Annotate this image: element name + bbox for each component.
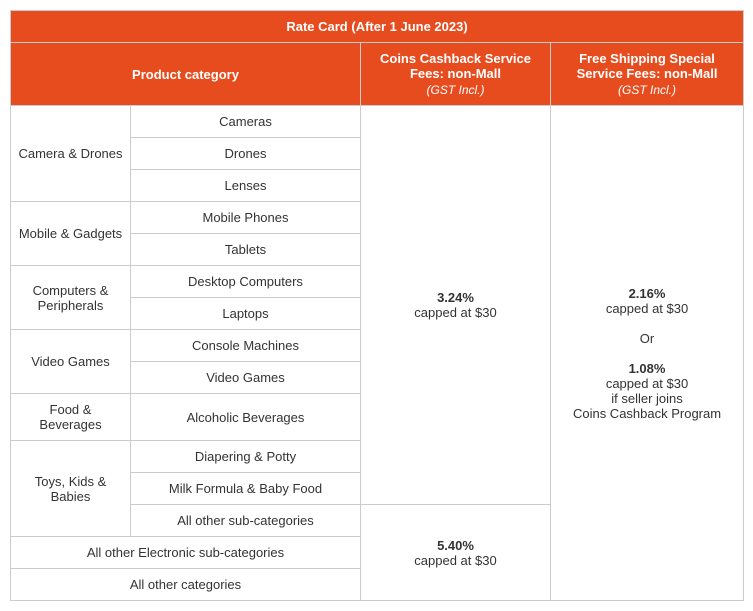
sub-diapering: Diapering & Potty bbox=[131, 441, 361, 473]
sub-drones: Drones bbox=[131, 138, 361, 170]
sub-alcohol: Alcoholic Beverages bbox=[131, 394, 361, 441]
sub-allothersub: All other sub-categories bbox=[131, 505, 361, 537]
sub-laptops: Laptops bbox=[131, 298, 361, 330]
table-title: Rate Card (After 1 June 2023) bbox=[11, 11, 744, 43]
ship-or: Or bbox=[640, 331, 654, 346]
sub-milk: Milk Formula & Baby Food bbox=[131, 473, 361, 505]
rate-1-cap: capped at $30 bbox=[414, 305, 496, 320]
ship-cond1: if seller joins bbox=[611, 391, 683, 406]
ship-pct2: 1.08% bbox=[629, 361, 666, 376]
ship-cond2: Coins Cashback Program bbox=[573, 406, 721, 421]
group-food: Food & Beverages bbox=[11, 394, 131, 441]
group-mobile: Mobile & Gadgets bbox=[11, 202, 131, 266]
rate-shipping: 2.16% capped at $30 Or 1.08% capped at $… bbox=[551, 106, 744, 601]
rate-cashback-2: 5.40% capped at $30 bbox=[361, 505, 551, 601]
group-toys: Toys, Kids & Babies bbox=[11, 441, 131, 537]
header-cashback: Coins Cashback Service Fees: non-Mall (G… bbox=[361, 43, 551, 106]
sub-tablets: Tablets bbox=[131, 234, 361, 266]
rate-2-pct: 5.40% bbox=[437, 538, 474, 553]
sub-allelec: All other Electronic sub-categories bbox=[11, 537, 361, 569]
rate-1-pct: 3.24% bbox=[437, 290, 474, 305]
header-shipping: Free Shipping Special Service Fees: non-… bbox=[551, 43, 744, 106]
ship-cap1: capped at $30 bbox=[606, 301, 688, 316]
header-cashback-label: Coins Cashback Service Fees: non-Mall bbox=[380, 51, 531, 81]
group-camera: Camera & Drones bbox=[11, 106, 131, 202]
sub-console: Console Machines bbox=[131, 330, 361, 362]
header-cashback-gst: (GST Incl.) bbox=[367, 83, 544, 97]
sub-desktop: Desktop Computers bbox=[131, 266, 361, 298]
header-shipping-label: Free Shipping Special Service Fees: non-… bbox=[577, 51, 718, 81]
header-category: Product category bbox=[11, 43, 361, 106]
sub-mobilephones: Mobile Phones bbox=[131, 202, 361, 234]
ship-pct1: 2.16% bbox=[629, 286, 666, 301]
rate-cashback-1: 3.24% capped at $30 bbox=[361, 106, 551, 505]
sub-allcat: All other categories bbox=[11, 569, 361, 601]
rate-2-cap: capped at $30 bbox=[414, 553, 496, 568]
rate-card-table: Rate Card (After 1 June 2023) Product ca… bbox=[10, 10, 744, 601]
ship-cap2: capped at $30 bbox=[606, 376, 688, 391]
sub-videogames: Video Games bbox=[131, 362, 361, 394]
sub-lenses: Lenses bbox=[131, 170, 361, 202]
sub-cameras: Cameras bbox=[131, 106, 361, 138]
group-computers: Computers & Peripherals bbox=[11, 266, 131, 330]
group-video: Video Games bbox=[11, 330, 131, 394]
header-shipping-gst: (GST Incl.) bbox=[557, 83, 737, 97]
